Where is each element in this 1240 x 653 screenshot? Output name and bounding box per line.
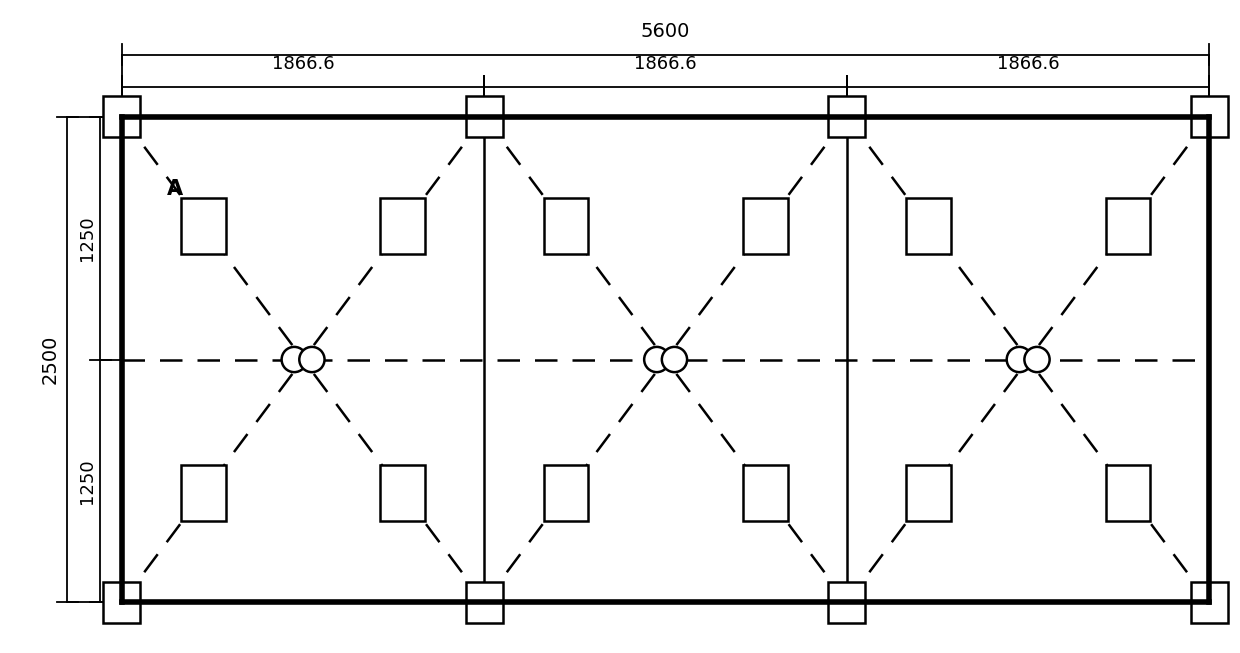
Bar — [181, 465, 226, 521]
Bar — [743, 465, 787, 521]
Circle shape — [662, 347, 687, 372]
Bar — [181, 198, 226, 254]
Bar — [103, 582, 140, 623]
Bar — [828, 97, 866, 137]
Text: 2500: 2500 — [41, 335, 60, 384]
Bar — [1192, 97, 1228, 137]
Bar — [122, 117, 1209, 602]
Bar — [1192, 582, 1228, 623]
Bar — [103, 97, 140, 137]
Bar — [381, 465, 425, 521]
Text: 1866.6: 1866.6 — [997, 55, 1059, 73]
Bar — [1106, 198, 1151, 254]
Text: 5600: 5600 — [641, 22, 691, 41]
Bar — [743, 198, 787, 254]
Bar — [906, 198, 951, 254]
Bar — [543, 198, 588, 254]
Bar — [466, 97, 502, 137]
Text: A: A — [166, 179, 182, 199]
Bar — [906, 465, 951, 521]
Bar — [543, 465, 588, 521]
Bar — [1106, 465, 1151, 521]
Circle shape — [1024, 347, 1049, 372]
Text: 1250: 1250 — [78, 215, 95, 261]
Circle shape — [299, 347, 325, 372]
Bar — [466, 582, 502, 623]
Circle shape — [644, 347, 670, 372]
Circle shape — [1007, 347, 1032, 372]
Text: 1866.6: 1866.6 — [635, 55, 697, 73]
Text: 1866.6: 1866.6 — [272, 55, 335, 73]
Circle shape — [281, 347, 306, 372]
Text: 1250: 1250 — [78, 458, 95, 503]
Bar — [381, 198, 425, 254]
Bar — [828, 582, 866, 623]
